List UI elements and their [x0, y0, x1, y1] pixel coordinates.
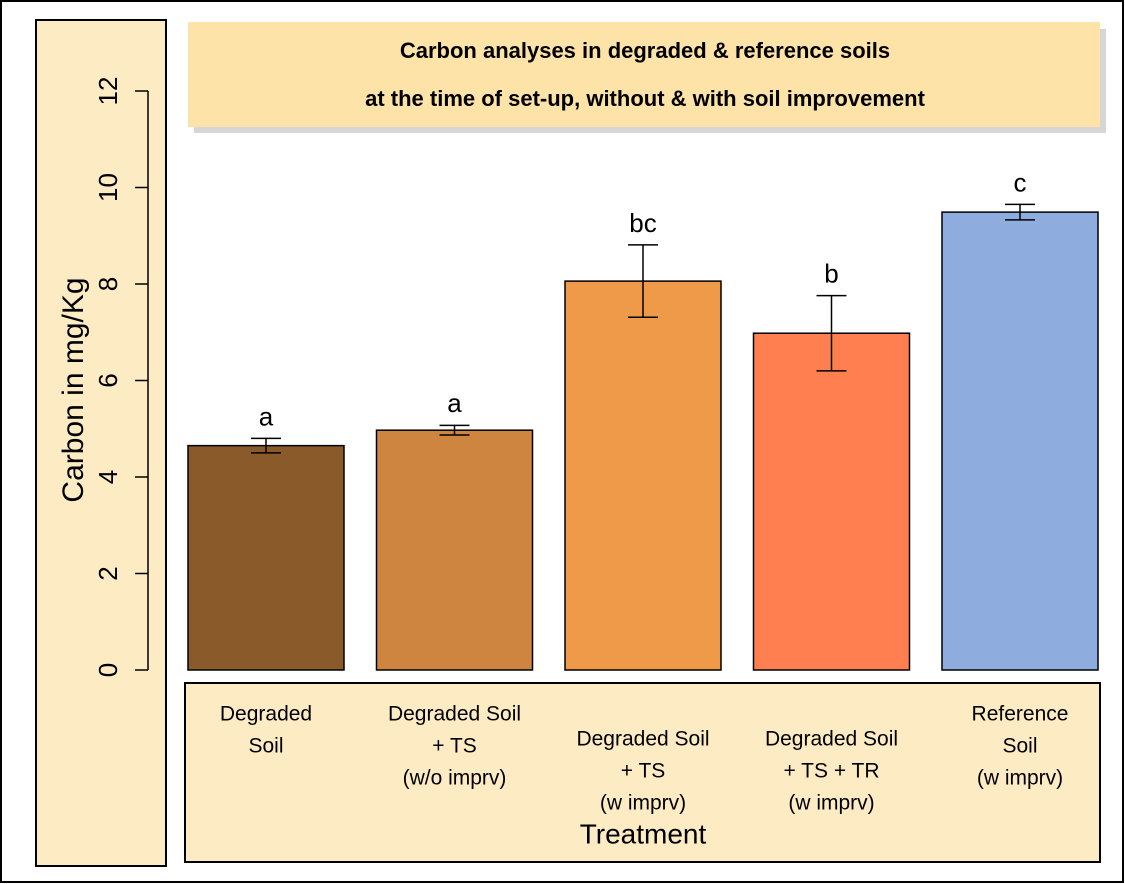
bar	[752, 332, 911, 671]
y-tick-label: 10	[93, 173, 123, 202]
title-box	[188, 22, 1100, 127]
x-tick-label: + TS	[432, 735, 477, 758]
significance-letter: c	[1014, 167, 1027, 197]
significance-letter: a	[259, 401, 274, 431]
bar	[187, 444, 345, 671]
significance-letter: b	[824, 258, 838, 288]
x-tick-label: + TS	[621, 760, 666, 783]
x-tick-label: (w imprv)	[600, 792, 686, 815]
x-tick-label: Degraded Soil	[576, 728, 709, 751]
x-tick-label: + TS + TR	[783, 760, 879, 783]
x-tick-label: Degraded Soil	[388, 703, 521, 726]
y-tick-label: 2	[93, 566, 123, 580]
y-tick-label: 4	[93, 470, 123, 484]
y-tick-label: 8	[93, 277, 123, 291]
y-tick-label: 0	[93, 663, 123, 677]
chart-title: Carbon analyses in degraded & reference …	[400, 38, 890, 63]
bar	[941, 211, 1099, 671]
bar	[564, 280, 722, 671]
y-tick-label: 12	[93, 77, 123, 106]
x-tick-label: Soil	[248, 735, 283, 758]
x-label-box	[184, 682, 1101, 863]
y-label-box	[35, 19, 167, 867]
significance-letter: bc	[629, 208, 656, 238]
y-axis-label: Carbon in mg/Kg	[57, 277, 90, 502]
x-axis-label: Treatment	[580, 818, 707, 849]
chart-title: at the time of set-up, without & with so…	[365, 86, 925, 111]
x-tick-label: Degraded Soil	[765, 728, 898, 751]
x-tick-label: Degraded	[220, 703, 312, 726]
bar	[375, 429, 534, 671]
x-tick-label: (w/o imprv)	[403, 767, 507, 790]
x-tick-label: Soil	[1002, 735, 1037, 758]
y-tick-label: 6	[93, 373, 123, 387]
x-tick-label: (w imprv)	[977, 767, 1063, 790]
x-tick-label: Reference	[972, 703, 1069, 726]
x-tick-label: (w imprv)	[788, 792, 874, 815]
significance-letter: a	[447, 388, 462, 418]
